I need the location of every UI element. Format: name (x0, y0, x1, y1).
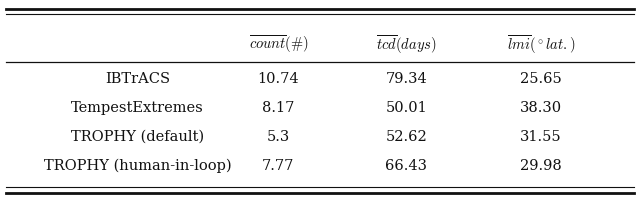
Text: TempestExtremes: TempestExtremes (71, 101, 204, 115)
Text: $\overline{count}$$(\#)$: $\overline{count}$$(\#)$ (248, 34, 308, 55)
Text: 29.98: 29.98 (520, 159, 562, 173)
Text: 52.62: 52.62 (385, 130, 428, 144)
Text: 38.30: 38.30 (520, 101, 562, 115)
Text: IBTrACS: IBTrACS (105, 72, 170, 86)
Text: 8.17: 8.17 (262, 101, 294, 115)
Text: 10.74: 10.74 (257, 72, 300, 86)
Text: 79.34: 79.34 (385, 72, 428, 86)
Text: TROPHY (human-in-loop): TROPHY (human-in-loop) (44, 159, 232, 173)
Text: $\overline{tcd}$$(days)$: $\overline{tcd}$$(days)$ (376, 33, 436, 56)
Text: 7.77: 7.77 (262, 159, 294, 173)
Text: $\overline{lmi}$$(^\circ lat.)$: $\overline{lmi}$$(^\circ lat.)$ (507, 33, 575, 56)
Text: 31.55: 31.55 (520, 130, 562, 144)
Text: 66.43: 66.43 (385, 159, 428, 173)
Text: 5.3: 5.3 (267, 130, 290, 144)
Text: TROPHY (default): TROPHY (default) (71, 130, 204, 144)
Text: 25.65: 25.65 (520, 72, 562, 86)
Text: 50.01: 50.01 (385, 101, 428, 115)
